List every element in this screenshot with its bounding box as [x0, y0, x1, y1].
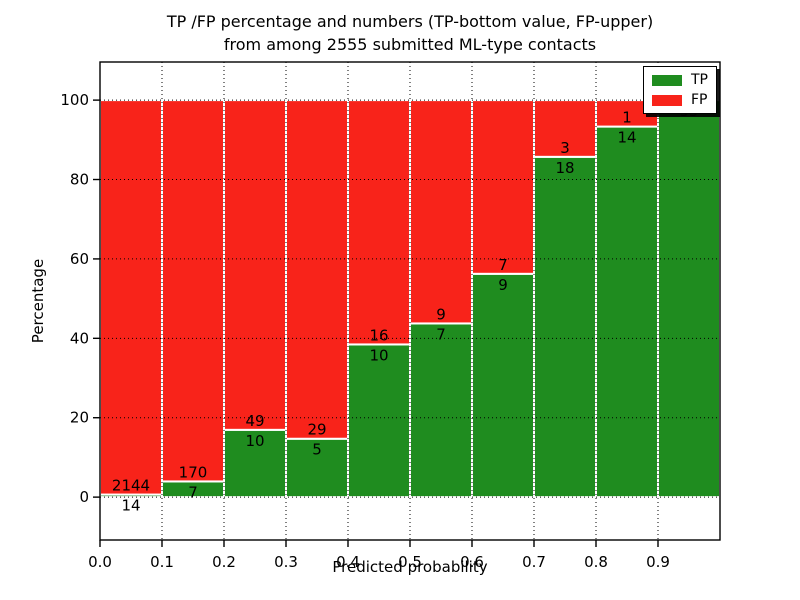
bar-segment-tp [595, 125, 659, 499]
bar-segment-tp [657, 99, 721, 499]
fp-count-label: 9 [436, 305, 446, 323]
chart-title-line2: from among 2555 submitted ML-type contac… [223, 35, 597, 54]
y-tick-label: 40 [70, 329, 89, 347]
bar-segment-tp [409, 322, 473, 499]
tp-count-label: 7 [188, 483, 198, 501]
legend-item-tp: TP [652, 73, 708, 87]
tp-count-label: 9 [498, 276, 508, 294]
y-tick-label: 80 [70, 171, 89, 189]
bar-segment-fp [409, 99, 473, 325]
fp-count-label: 16 [369, 326, 388, 344]
bar-segment-fp [223, 99, 287, 431]
bar-segment-fp [347, 99, 411, 346]
tp-count-label: 10 [369, 346, 388, 364]
bar-segment-fp [99, 99, 163, 496]
bar-segment-fp [161, 99, 225, 483]
tp-count-label: 18 [555, 159, 574, 177]
x-tick-label: 0.4 [336, 553, 360, 571]
fp-swatch-icon [652, 94, 682, 106]
fp-count-label: 29 [307, 421, 326, 439]
bar-segment-tp [471, 272, 535, 499]
x-tick-label: 0.5 [398, 553, 422, 571]
legend: TP FP [643, 66, 717, 114]
y-tick-label: 60 [70, 250, 89, 268]
legend-item-fp: FP [652, 93, 708, 107]
tp-count-label: 14 [121, 497, 140, 515]
tp-swatch-icon [652, 74, 682, 86]
x-tick-label: 0.6 [460, 553, 484, 571]
fp-count-label: 49 [245, 412, 264, 430]
x-tick-label: 0.0 [88, 553, 112, 571]
x-tick-label: 0.7 [522, 553, 546, 571]
bar-segment-tp [347, 343, 411, 499]
x-tick-label: 0.2 [212, 553, 236, 571]
bar-segment-fp [471, 99, 535, 275]
fp-count-label: 1 [622, 109, 632, 127]
chart-title-line1: TP /FP percentage and numbers (TP-bottom… [166, 12, 654, 31]
tp-count-label: 7 [436, 325, 446, 343]
x-tick-label: 0.9 [646, 553, 670, 571]
y-tick-label: 0 [79, 488, 89, 506]
legend-label-fp: FP [691, 92, 708, 108]
fp-count-label: 170 [179, 463, 208, 481]
x-tick-label: 0.3 [274, 553, 298, 571]
x-tick-label: 0.8 [584, 553, 608, 571]
fp-count-label: 3 [560, 139, 570, 157]
y-tick-label: 20 [70, 409, 89, 427]
y-tick-label: 100 [60, 91, 89, 109]
fp-count-label: 2144 [112, 477, 150, 495]
tp-count-label: 5 [312, 441, 322, 459]
bar-segment-fp [285, 99, 349, 440]
x-axis-label: Predicted probability [332, 558, 488, 576]
legend-label-tp: TP [691, 72, 708, 88]
tp-count-label: 14 [617, 129, 636, 147]
fp-count-label: 7 [498, 256, 508, 274]
tp-count-label: 10 [245, 432, 264, 450]
chart-title: TP /FP percentage and numbers (TP-bottom… [100, 10, 720, 56]
x-tick-label: 0.1 [150, 553, 174, 571]
bar-segment-tp [533, 155, 597, 499]
